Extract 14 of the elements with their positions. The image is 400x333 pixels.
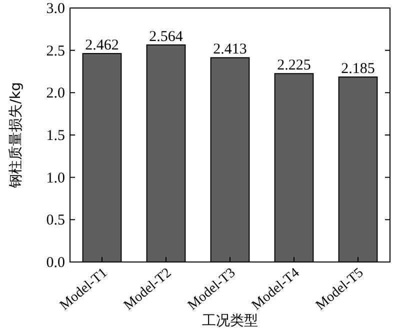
y-tick-label: 3.0 bbox=[46, 1, 65, 17]
data-label: 2.413 bbox=[213, 42, 247, 58]
data-label: 2.225 bbox=[277, 58, 311, 74]
y-tick-label: 1.5 bbox=[46, 128, 65, 144]
y-tick-label: 0.0 bbox=[46, 255, 65, 271]
y-tick-label: 0.5 bbox=[46, 212, 65, 229]
y-tick-label: 1.0 bbox=[46, 170, 65, 186]
y-tick-label: 2.0 bbox=[46, 86, 65, 102]
data-label: 2.185 bbox=[341, 61, 375, 78]
y-tick-label: 2.5 bbox=[46, 43, 65, 60]
y-axis-title: 钢柱质量损失/kg bbox=[8, 82, 24, 189]
data-label: 2.462 bbox=[85, 38, 119, 54]
x-axis-title: 工况类型 bbox=[202, 313, 258, 329]
data-label: 2.564 bbox=[149, 28, 184, 45]
